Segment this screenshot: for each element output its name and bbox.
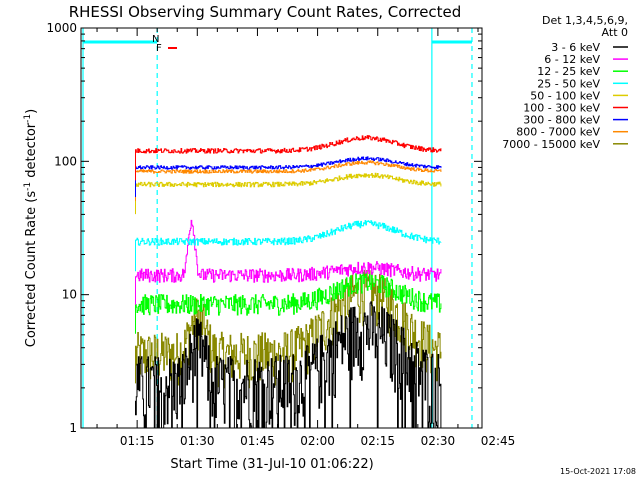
series-line — [135, 219, 442, 305]
legend-label: 3 - 6 keV — [551, 41, 600, 54]
x-tick-label: 02:00 — [300, 434, 335, 448]
chart-title: RHESSI Observing Summary Count Rates, Co… — [69, 3, 462, 21]
legend-label: 100 - 300 keV — [523, 102, 600, 115]
legend-label: 300 - 800 keV — [523, 114, 600, 127]
legend-label: 25 - 50 keV — [537, 77, 600, 90]
plot-frame — [80, 27, 483, 429]
x-tick-label: 02:30 — [421, 434, 456, 448]
x-tick-label: 01:15 — [120, 434, 155, 448]
legend-header-2: Att 0 — [602, 26, 628, 39]
legend-label: 50 - 100 keV — [530, 89, 600, 102]
series-line — [135, 156, 442, 197]
legend-label: 7000 - 15000 keV — [502, 138, 600, 151]
ylabel-sup2: -1 — [23, 114, 33, 123]
ylabel-mid: detector — [24, 122, 39, 182]
x-axis-label: Start Time (31-Jul-10 01:06:22) — [170, 457, 373, 472]
flags-layer: N F — [152, 34, 177, 54]
series-line — [135, 271, 442, 334]
legend-label: 800 - 7000 keV — [516, 126, 600, 139]
x-tick-label: 01:45 — [240, 434, 275, 448]
ylabel-sup1: -1 — [23, 182, 33, 191]
y-tick-label: 1 — [69, 421, 77, 435]
svg-text:Corrected Count Rate (s-1 dete: Corrected Count Rate (s-1 detector-1) — [23, 109, 39, 347]
series-line — [135, 220, 442, 272]
x-axis: 01:15 01:30 01:45 02:00 02:15 02:30 02:45 — [96, 28, 516, 448]
series-layer — [135, 135, 442, 428]
series-line — [135, 160, 442, 201]
series-line — [135, 135, 442, 181]
y-tick-label: 1000 — [46, 21, 77, 35]
y-tick-label: 100 — [54, 154, 77, 168]
x-tick-label: 02:45 — [481, 434, 516, 448]
series-line — [135, 172, 442, 215]
footer-timestamp: 15-Oct-2021 17:08 — [560, 467, 636, 476]
night-markers — [82, 28, 473, 428]
legend-header-1: Det 1,3,4,5,6,9, — [542, 14, 628, 27]
ylabel-main: Corrected Count Rate (s — [24, 191, 39, 348]
y-axis-label: Corrected Count Rate (s-1 detector-1) — [23, 109, 39, 347]
legend-label: 6 - 12 keV — [544, 53, 600, 66]
flag-n-label: N — [152, 34, 159, 45]
series-line — [135, 301, 442, 428]
y-tick-label: 10 — [62, 288, 77, 302]
x-tick-label: 02:15 — [360, 434, 395, 448]
ylabel-end: ) — [24, 109, 39, 114]
legend-label: 12 - 25 keV — [537, 65, 600, 78]
y-axis: 1 10 100 1000 — [46, 21, 482, 435]
flag-f-label: F — [156, 43, 162, 54]
x-tick-label: 01:30 — [180, 434, 215, 448]
